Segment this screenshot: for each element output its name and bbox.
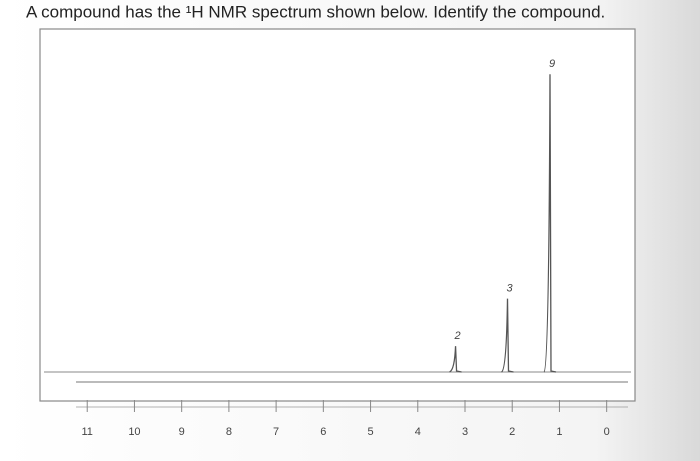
x-tick-label: 6 xyxy=(320,426,326,438)
x-tick-label: 11 xyxy=(82,426,93,438)
plot-frame xyxy=(39,28,636,402)
question-text: A compound has the ¹H NMR spectrum shown… xyxy=(26,2,605,21)
x-tick-label: 0 xyxy=(604,426,610,438)
x-tick-label: 1 xyxy=(556,426,562,438)
integration-label: 2 xyxy=(453,330,460,342)
x-tick-label: 3 xyxy=(462,426,468,438)
x-tick-label: 10 xyxy=(128,426,140,438)
peak xyxy=(501,298,514,373)
peak xyxy=(449,346,462,373)
x-tick-label: 8 xyxy=(226,426,232,438)
integration-label: 9 xyxy=(549,58,555,70)
x-tick-label: 7 xyxy=(273,426,279,438)
x-tick-label: 5 xyxy=(367,426,373,438)
x-tick-label: 2 xyxy=(509,426,515,438)
x-tick-label: 4 xyxy=(415,426,421,438)
peak xyxy=(543,74,557,373)
x-tick-label: 9 xyxy=(179,426,185,438)
integration-label: 3 xyxy=(506,283,513,295)
